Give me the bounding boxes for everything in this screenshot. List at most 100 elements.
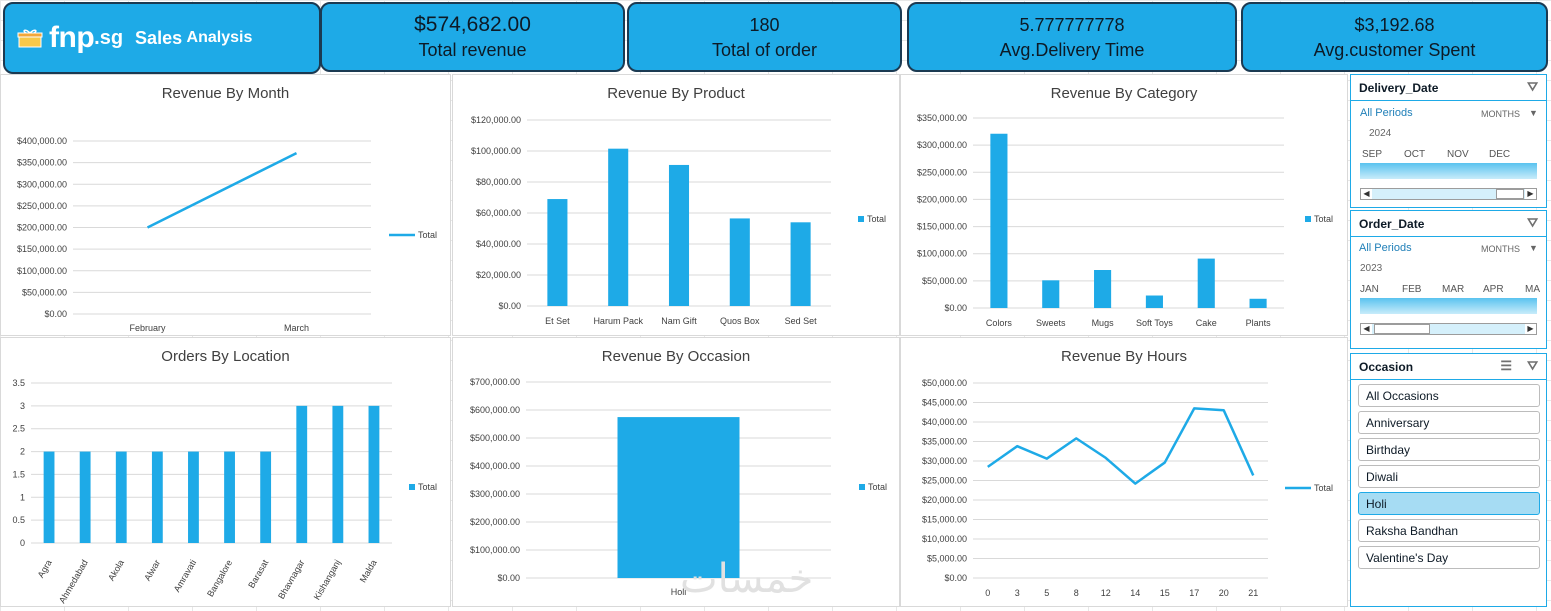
y-tick-label: $250,000.00: [17, 201, 67, 211]
scroll-left-icon[interactable]: ◀: [1361, 189, 1372, 199]
chart-revenue-by-category[interactable]: Revenue By Category $0.00 $50,000.00 $100,…: [900, 74, 1348, 336]
y-tick-label: 1.5: [12, 469, 25, 479]
timeline-month[interactable]: JAN: [1360, 284, 1379, 295]
scroll-right-icon[interactable]: ▶: [1525, 324, 1536, 334]
y-tick-label: $400,000.00: [470, 461, 520, 471]
y-tick-label: $50,000.00: [922, 276, 967, 286]
y-tick-label: $20,000.00: [476, 270, 521, 280]
chart-svg: $0.00 $5,000.00 $10,000.00 $15,000.00 $20,00…: [922, 378, 1333, 598]
timeline-scrollbar[interactable]: ◀ ▶: [1360, 188, 1537, 200]
clear-filter-icon[interactable]: ⛛: [1527, 215, 1538, 230]
timeline-selection-bar[interactable]: [1360, 298, 1537, 314]
y-tick-label: $250,000.00: [917, 167, 967, 177]
chart-revenue-by-month[interactable]: Revenue By Month $0.00 $50,000.00 $100,000…: [0, 74, 451, 336]
timeline-month[interactable]: APR: [1483, 284, 1504, 295]
y-tick-label: $500,000.00: [470, 433, 520, 443]
kpi-total-orders: 180 Total of order: [627, 2, 902, 72]
chart-revenue-by-hours[interactable]: Revenue By Hours $0.00 $5,000.00 $10,000.0…: [900, 337, 1348, 607]
x-tick-label: 20: [1219, 588, 1229, 598]
y-tick-label: $25,000.00: [922, 476, 967, 486]
slicer-item-holi[interactable]: Holi: [1358, 492, 1540, 515]
y-tick-label: $10,000.00: [922, 534, 967, 544]
timeline-month[interactable]: MA: [1525, 284, 1540, 295]
slicer-item-all-occasions[interactable]: All Occasions: [1358, 384, 1540, 407]
y-tick-label: $100,000.00: [470, 545, 520, 555]
dashboard-subtitle: Analysis: [186, 29, 253, 46]
chart-revenue-by-occasion[interactable]: Revenue By Occasion $0.00 $100,000.00 $200…: [452, 337, 900, 607]
x-tick-label: 8: [1074, 588, 1079, 598]
y-tick-label: 3.5: [12, 378, 25, 388]
x-tick-label: 14: [1130, 588, 1140, 598]
dashboard-title: Sales: [135, 27, 183, 48]
y-tick-label: $400,000.00: [17, 136, 67, 146]
timeline-delivery-date[interactable]: Delivery_Date ⛛ All Periods MONTHS ▼ 202…: [1350, 74, 1547, 208]
y-tick-label: $150,000.00: [917, 222, 967, 232]
timeline-scrollbar[interactable]: ◀ ▶: [1360, 323, 1537, 335]
slicer-item-valentines-day[interactable]: Valentine's Day: [1358, 546, 1540, 569]
y-tick-label: $45,000.00: [922, 398, 967, 408]
y-tick-label: $0.00: [498, 301, 521, 311]
chart-svg: $0.00 $100,000.00 $200,000.00 $300,000.00 $4…: [470, 377, 887, 597]
y-tick-label: $200,000.00: [917, 194, 967, 204]
timeline-order-date[interactable]: Order_Date ⛛ All Periods MONTHS ▼ 2023 J…: [1350, 210, 1547, 349]
chart-orders-by-location[interactable]: Orders By Location 0 0.5 1 1.5 2 2.5 3 3.5 Agra A…: [0, 337, 451, 607]
y-tick-label: $150,000.00: [17, 244, 67, 254]
y-tick-label: $5,000.00: [927, 554, 967, 564]
series-line: [146, 151, 298, 229]
scroll-thumb[interactable]: [1374, 324, 1430, 334]
slicer-header: Occasion ☰ ⛛: [1351, 354, 1546, 380]
period-unit-select[interactable]: MONTHS: [1481, 244, 1520, 254]
bar: [260, 451, 272, 543]
timeline-selection-bar[interactable]: [1360, 163, 1537, 179]
chevron-down-icon[interactable]: ▼: [1529, 108, 1538, 118]
timeline-month[interactable]: FEB: [1402, 284, 1422, 295]
slicer-item-birthday[interactable]: Birthday: [1358, 438, 1540, 461]
x-tick-label: Ahmedabad: [57, 558, 90, 605]
x-tick-label: Bangalore: [205, 558, 234, 599]
clear-filter-icon[interactable]: ⛛: [1527, 358, 1538, 373]
timeline-title: Order_Date: [1359, 217, 1425, 231]
scroll-thumb[interactable]: [1496, 189, 1524, 199]
y-tick-label: $40,000.00: [476, 239, 521, 249]
bar: [1249, 298, 1267, 308]
all-periods-link[interactable]: All Periods: [1359, 242, 1412, 254]
x-tick-label: Kishanganj: [312, 558, 343, 602]
slicer-item-anniversary[interactable]: Anniversary: [1358, 411, 1540, 434]
timeline-month[interactable]: OCT: [1404, 149, 1426, 160]
kpi-total-revenue: $574,682.00 Total revenue: [320, 2, 625, 72]
y-tick-label: $80,000.00: [476, 177, 521, 187]
clear-filter-icon[interactable]: ⛛: [1527, 79, 1538, 94]
scroll-right-icon[interactable]: ▶: [1525, 189, 1536, 199]
kpi-value: 180: [749, 15, 780, 35]
timeline-month[interactable]: MAR: [1442, 284, 1465, 295]
x-tick-label: Plants: [1246, 318, 1272, 328]
timeline-month[interactable]: DEC: [1489, 149, 1511, 160]
all-periods-link[interactable]: All Periods: [1360, 107, 1413, 119]
slicer-item-raksha-bandhan[interactable]: Raksha Bandhan: [1358, 519, 1540, 542]
scroll-left-icon[interactable]: ◀: [1361, 324, 1372, 334]
bar: [729, 218, 750, 306]
legend-marker: [858, 216, 864, 222]
y-tick-label: 1: [20, 492, 25, 502]
y-tick-label: $30,000.00: [922, 456, 967, 466]
legend-label: Total: [1314, 214, 1333, 224]
chart-revenue-by-product[interactable]: Revenue By Product $0.00 $20,000.00 $40,00…: [452, 74, 900, 336]
gift-box-icon: [17, 28, 43, 48]
slicer-item-diwali[interactable]: Diwali: [1358, 465, 1540, 488]
x-tick-label: 3: [1015, 588, 1020, 598]
chevron-down-icon[interactable]: ▼: [1529, 243, 1538, 253]
period-unit-select[interactable]: MONTHS: [1481, 109, 1520, 119]
bar: [547, 199, 568, 306]
bar: [224, 451, 235, 543]
x-tick-label: Soft Toys: [1136, 318, 1173, 328]
y-tick-label: $200,000.00: [470, 517, 520, 527]
y-tick-label: $35,000.00: [922, 437, 967, 447]
x-tick-label: Alwar: [142, 558, 162, 582]
x-tick-label: Nam Gift: [661, 316, 697, 326]
multi-select-icon[interactable]: ☰: [1500, 358, 1512, 373]
slicer-occasion[interactable]: Occasion ☰ ⛛ All Occasions Anniversary B…: [1350, 353, 1547, 607]
x-tick-label: 12: [1101, 588, 1111, 598]
timeline-month[interactable]: SEP: [1362, 149, 1383, 160]
bar: [1197, 258, 1215, 308]
timeline-month[interactable]: NOV: [1447, 149, 1469, 160]
